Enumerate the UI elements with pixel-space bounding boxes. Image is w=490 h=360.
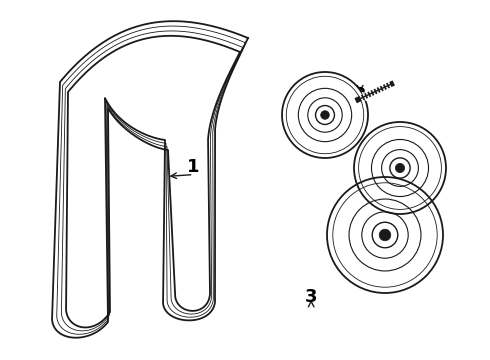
Polygon shape xyxy=(52,21,248,338)
Circle shape xyxy=(327,177,443,293)
Text: 2: 2 xyxy=(354,86,367,104)
Circle shape xyxy=(379,229,391,241)
Circle shape xyxy=(395,163,405,172)
Text: 3: 3 xyxy=(305,288,318,306)
Circle shape xyxy=(320,111,329,119)
Text: 1: 1 xyxy=(187,158,200,176)
Circle shape xyxy=(354,122,446,214)
Circle shape xyxy=(282,72,368,158)
